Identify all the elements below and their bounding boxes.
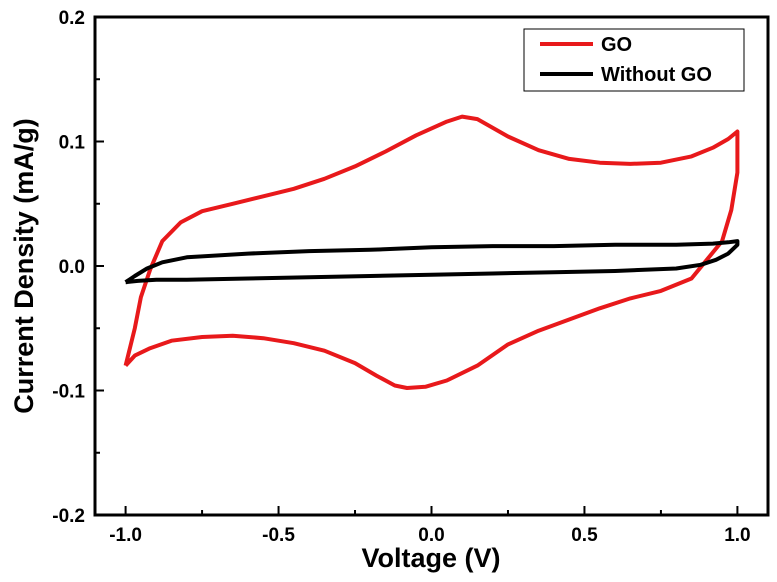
x-tick-label: -1.0 [109,525,142,546]
y-tick-label: -0.1 [52,382,85,403]
legend-label-go: GO [601,34,632,56]
x-tick-label: -0.5 [262,525,295,546]
legend-box [523,28,745,92]
x-tick-label: 0.0 [418,525,444,546]
y-tick-label: 0.1 [59,133,86,154]
x-tick-label: 1.0 [724,525,750,546]
series-line-without-go [124,239,740,285]
y-tick-label: 0.2 [59,8,85,29]
legend: GO Without GO [523,28,745,92]
x-axis-title: Voltage (V) [361,543,500,573]
y-tick-label: -0.2 [52,506,85,527]
legend-label-without-go: Without GO [601,64,712,86]
y-axis-title: Current Density (mA/g) [9,118,39,414]
plot-frame [93,15,770,517]
x-tick-label: 0.5 [571,525,598,546]
y-tick-label: 0.0 [59,257,85,278]
ticks-layer: -1.0 -0.5 0.0 0.5 1.0 -0.2 -0.1 0.0 0.1 0.2 [52,8,750,546]
series-layer [123,114,740,390]
series-line-go [123,114,740,390]
